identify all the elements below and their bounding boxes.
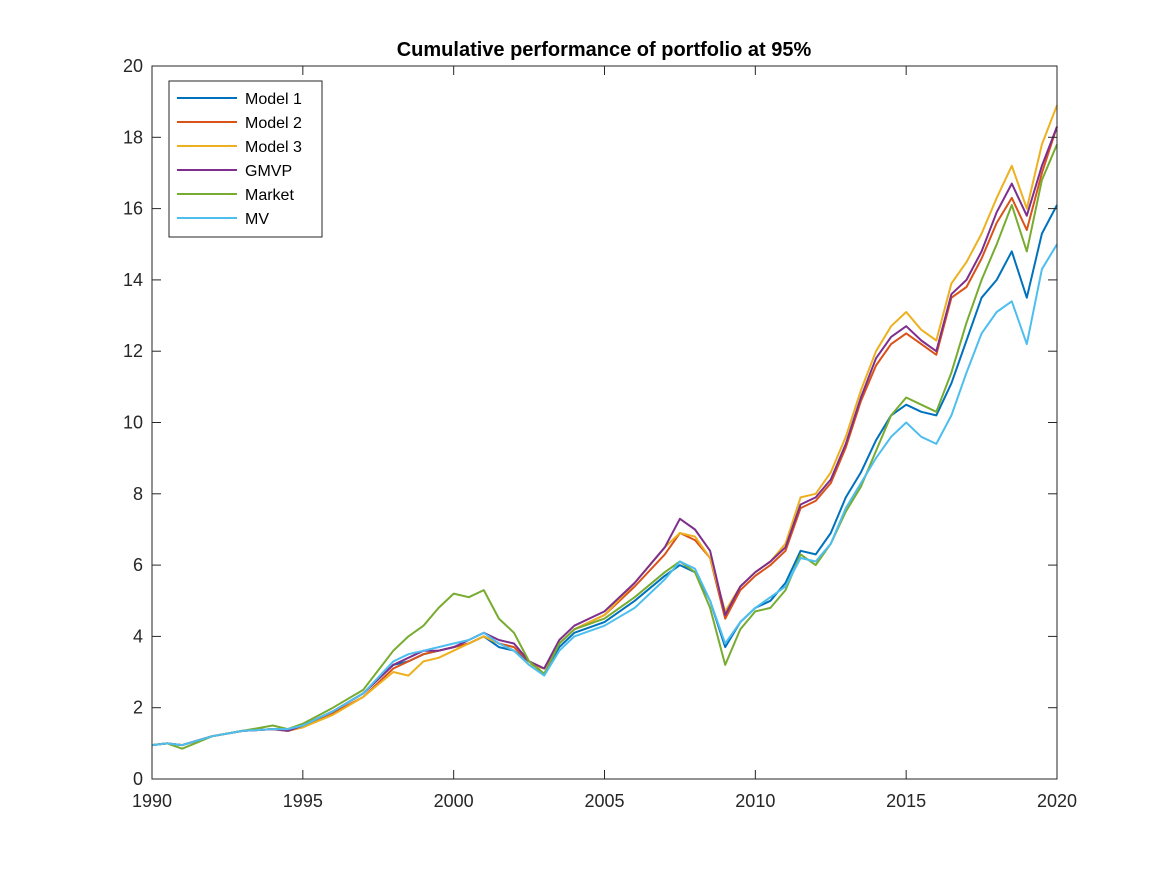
x-tick-label: 1990 — [132, 791, 172, 811]
legend-label-mv: MV — [245, 211, 269, 228]
x-tick-label: 2000 — [434, 791, 474, 811]
y-tick-label: 18 — [123, 127, 143, 147]
series-line-mv — [151, 243, 1058, 747]
x-tick-label: 2020 — [1037, 791, 1077, 811]
legend-label-model-1: Model 1 — [245, 91, 302, 108]
chart-title: Cumulative performance of portfolio at 9… — [397, 39, 812, 61]
legend-label-gmvp: GMVP — [245, 163, 292, 180]
y-tick-label: 6 — [133, 555, 143, 575]
legend-label-model-3: Model 3 — [245, 139, 302, 156]
x-tick-label: 1995 — [283, 791, 323, 811]
x-tick-label: 2015 — [886, 791, 926, 811]
legend: Model 1 Model 2 Model 3 GMVP Market MV — [168, 80, 323, 238]
y-tick-label: 8 — [133, 484, 143, 504]
x-tick-label: 2005 — [584, 791, 624, 811]
y-tick-label: 14 — [123, 270, 143, 290]
y-tick-label: 16 — [123, 199, 143, 219]
y-tick-label: 2 — [133, 698, 143, 718]
y-tick-label: 12 — [123, 341, 143, 361]
x-tick-label: 2010 — [735, 791, 775, 811]
series-layer — [151, 104, 1058, 750]
y-tick-label: 20 — [123, 56, 143, 76]
y-tick-label: 10 — [123, 413, 143, 433]
legend-label-model-2: Model 2 — [245, 115, 302, 132]
series-line-market — [151, 144, 1058, 750]
y-tick-label: 4 — [133, 626, 143, 646]
legend-label-market: Market — [245, 187, 294, 204]
axes-layer: 1990 1995 2000 2005 2010 2015 2020 0 2 4 6 8 10 12 14 1… — [123, 56, 1077, 811]
series-line-model-3 — [151, 104, 1058, 747]
y-tick-label: 0 — [133, 769, 143, 789]
legend-box — [168, 80, 323, 238]
